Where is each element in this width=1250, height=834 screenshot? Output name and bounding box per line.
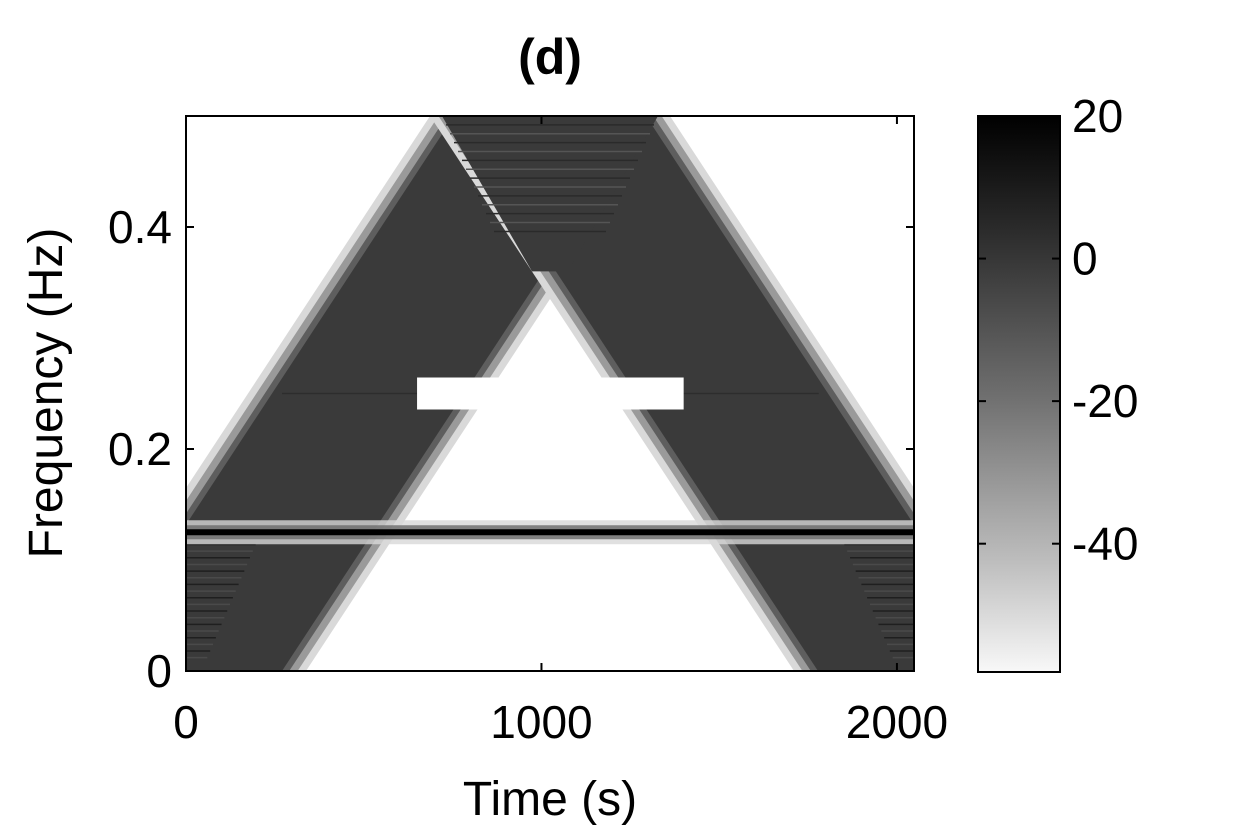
tone-line-1 [186,529,914,536]
y-axis: 0 0.2 0.4 [108,201,914,697]
x-axis-label: Time (s) [463,773,637,826]
x-tick-label: 2000 [846,696,948,748]
x-tick-label: 1000 [490,696,592,748]
colorbar-tick-label: 0 [1072,233,1098,285]
colorbar-gradient [977,115,1061,673]
colorbar: 20 0 -20 -40 [977,90,1138,673]
y-tick-label: 0.2 [108,423,172,475]
plot-frame [185,115,915,672]
colorbar-ticks: 20 0 -20 -40 [978,90,1138,570]
heatmap-layer [186,116,914,671]
colorbar-tick-label: -40 [1072,518,1138,570]
chirp-apex [442,116,658,272]
y-axis-label: Frequency (Hz) [20,228,73,559]
colorbar-tick-label: 20 [1072,90,1123,142]
x-axis: 0 1000 2000 [173,116,948,748]
chart-title: (d) [518,29,582,85]
y-tick-label: 0.4 [108,201,172,253]
plot-area: 0 1000 2000 0 0.2 0.4 [108,115,948,748]
y-tick-label: 0 [146,645,172,697]
x-tick-label: 0 [173,696,199,748]
tone-gap-2 [417,377,684,410]
colorbar-tick-label: -20 [1072,375,1138,427]
